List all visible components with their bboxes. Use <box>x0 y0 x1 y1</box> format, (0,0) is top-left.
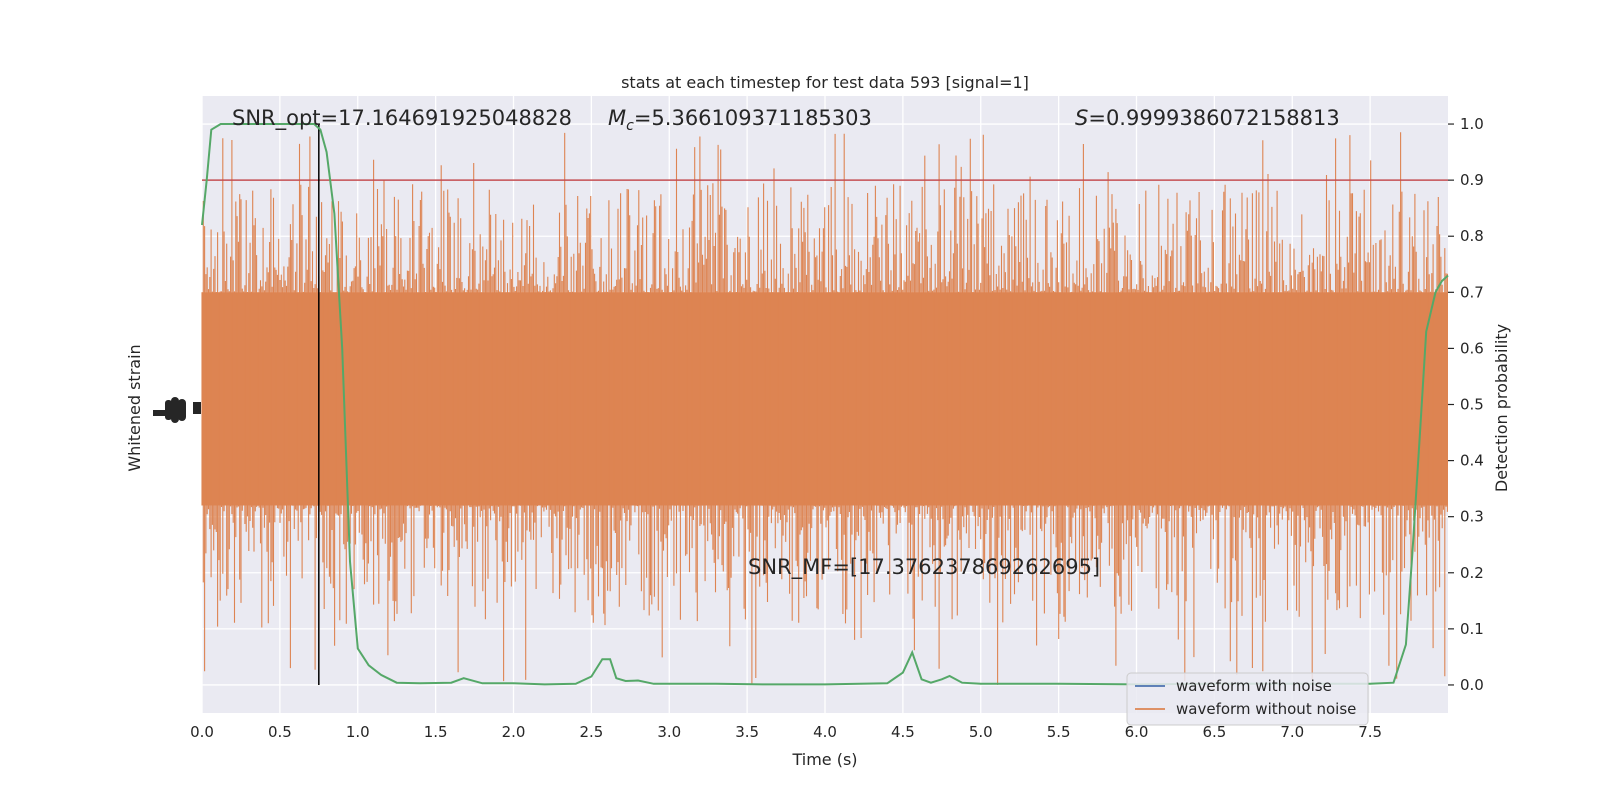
snr-mf-annotation: SNR_MF=[17.376237869262695] <box>748 555 1100 580</box>
x-tick-label: 7.0 <box>1280 723 1304 741</box>
x-tick-label: 4.0 <box>813 723 837 741</box>
right-tick-label: 0.1 <box>1460 620 1484 638</box>
right-tick-label: 0.7 <box>1460 283 1484 301</box>
x-tick-label: 1.5 <box>424 723 448 741</box>
right-tick-label: 0.9 <box>1460 171 1484 189</box>
x-tick-label: 7.5 <box>1358 723 1382 741</box>
right-tick-label: 0.3 <box>1460 508 1484 526</box>
legend-label-with-noise: waveform with noise <box>1176 677 1332 695</box>
x-axis-ticks: 0.0 0.5 1.0 1.5 2.0 2.5 3.0 3.5 4.0 4.5 5.0 5.5 6.0 6… <box>190 723 1382 741</box>
svg-text:S=0.9999386072158813: S=0.9999386072158813 <box>1075 106 1340 130</box>
s-score-value: =0.9999386072158813 <box>1088 106 1339 130</box>
right-tick-label: 0.8 <box>1460 227 1484 245</box>
snr-opt-annotation: SNR_opt=17.164691925048828 <box>232 106 572 131</box>
chirp-mass-value: =5.366109371185303 <box>634 106 872 130</box>
right-tick-label: 0.6 <box>1460 339 1484 357</box>
right-axis-ticks: 0.0 0.1 0.2 0.3 0.4 0.5 0.6 0.7 0.8 0.9 1.0 <box>1448 115 1484 694</box>
s-score-annotation: S=0.9999386072158813 <box>1075 106 1340 130</box>
svg-text:Mc=5.366109371185303: Mc=5.366109371185303 <box>608 106 872 134</box>
chart-title: stats at each timestep for test data 593… <box>621 73 1029 92</box>
x-tick-label: 5.5 <box>1047 723 1071 741</box>
right-axis-label: Detection probability <box>1492 324 1511 492</box>
x-tick-label: 2.5 <box>579 723 603 741</box>
waveform-without-noise-series <box>201 132 1448 685</box>
legend-box <box>1126 672 1369 726</box>
right-tick-label: 0.4 <box>1460 452 1484 470</box>
chirp-mass-symbol: M <box>608 106 626 130</box>
x-tick-label: 6.5 <box>1202 723 1226 741</box>
right-tick-label: 1.0 <box>1460 115 1484 133</box>
legend: waveform with noise waveform without noi… <box>1126 672 1369 726</box>
chirp-mass-annotation: Mc=5.366109371185303 <box>608 106 872 134</box>
x-tick-label: 5.0 <box>969 723 993 741</box>
x-tick-label: 1.0 <box>346 723 370 741</box>
x-tick-label: 3.0 <box>657 723 681 741</box>
x-tick-label: 2.0 <box>502 723 526 741</box>
legend-label-without-noise: waveform without noise <box>1176 700 1356 718</box>
s-score-symbol: S <box>1075 106 1088 130</box>
x-tick-label: 6.0 <box>1125 723 1149 741</box>
right-tick-label: 0.0 <box>1460 676 1484 694</box>
left-axis-label: Whitened strain <box>125 344 144 471</box>
chirp-mass-subscript: c <box>626 118 634 134</box>
left-axis-tick-clutter <box>153 397 201 423</box>
x-tick-label: 3.5 <box>735 723 759 741</box>
right-tick-label: 0.5 <box>1460 396 1484 414</box>
x-tick-label: 4.5 <box>891 723 915 741</box>
right-tick-label: 0.2 <box>1460 564 1484 582</box>
x-axis-label: Time (s) <box>791 750 857 769</box>
x-tick-label: 0.5 <box>268 723 292 741</box>
x-tick-label: 0.0 <box>190 723 214 741</box>
